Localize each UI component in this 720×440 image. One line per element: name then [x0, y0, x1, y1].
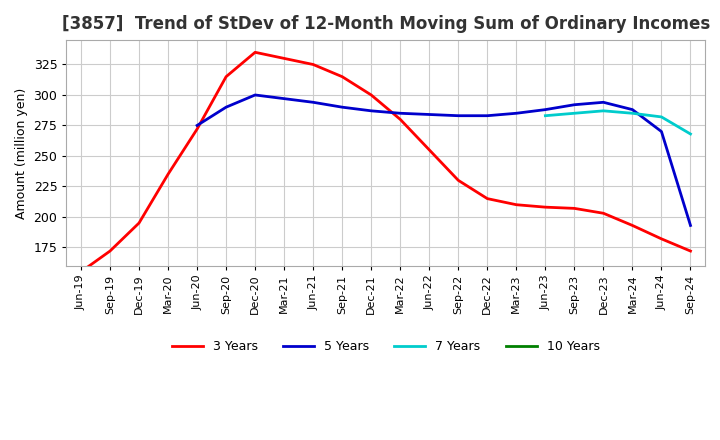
- 7 Years: [657, 114, 666, 120]
- 3 Years: [628, 223, 636, 228]
- 3 Years: [280, 56, 289, 61]
- 5 Years: [280, 96, 289, 101]
- 3 Years: [193, 126, 202, 132]
- 5 Years: [657, 129, 666, 134]
- Line: 5 Years: 5 Years: [197, 95, 690, 225]
- 3 Years: [686, 249, 695, 254]
- 3 Years: [396, 117, 405, 122]
- 3 Years: [163, 172, 172, 177]
- Title: [3857]  Trend of StDev of 12-Month Moving Sum of Ordinary Incomes: [3857] Trend of StDev of 12-Month Moving…: [62, 15, 710, 33]
- Legend: 3 Years, 5 Years, 7 Years, 10 Years: 3 Years, 5 Years, 7 Years, 10 Years: [166, 335, 605, 358]
- 3 Years: [367, 92, 376, 98]
- 5 Years: [367, 108, 376, 114]
- 3 Years: [338, 74, 346, 79]
- 3 Years: [483, 196, 492, 201]
- 7 Years: [686, 132, 695, 137]
- 7 Years: [628, 110, 636, 116]
- 5 Years: [338, 105, 346, 110]
- 3 Years: [657, 236, 666, 242]
- 3 Years: [222, 74, 230, 79]
- 5 Years: [193, 123, 202, 128]
- 5 Years: [454, 113, 463, 118]
- 3 Years: [106, 249, 114, 254]
- 5 Years: [628, 107, 636, 112]
- 7 Years: [570, 110, 579, 116]
- 3 Years: [541, 205, 549, 210]
- Y-axis label: Amount (million yen): Amount (million yen): [15, 87, 28, 219]
- 5 Years: [309, 99, 318, 105]
- 5 Years: [483, 113, 492, 118]
- 7 Years: [599, 108, 608, 114]
- 5 Years: [251, 92, 259, 98]
- 5 Years: [222, 105, 230, 110]
- 5 Years: [541, 107, 549, 112]
- 5 Years: [570, 102, 579, 107]
- 3 Years: [454, 178, 463, 183]
- 3 Years: [309, 62, 318, 67]
- 3 Years: [512, 202, 521, 207]
- 3 Years: [425, 147, 433, 153]
- 5 Years: [425, 112, 433, 117]
- 5 Years: [396, 110, 405, 116]
- 3 Years: [135, 220, 143, 226]
- 5 Years: [599, 99, 608, 105]
- 3 Years: [599, 211, 608, 216]
- Line: 7 Years: 7 Years: [545, 111, 690, 134]
- 5 Years: [512, 110, 521, 116]
- 3 Years: [570, 206, 579, 211]
- 5 Years: [686, 223, 695, 228]
- Line: 3 Years: 3 Years: [81, 52, 690, 272]
- 7 Years: [541, 113, 549, 118]
- 3 Years: [251, 50, 259, 55]
- 3 Years: [76, 269, 85, 275]
